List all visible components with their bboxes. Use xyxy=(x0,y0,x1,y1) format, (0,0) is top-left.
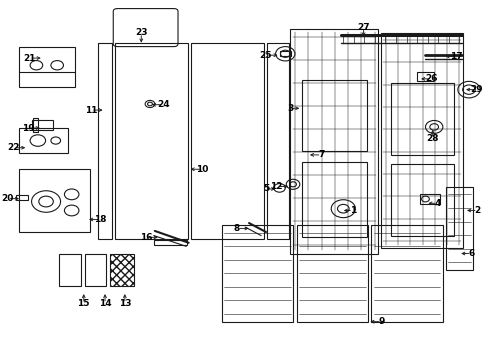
Bar xyxy=(302,162,366,237)
Bar xyxy=(416,72,433,81)
Text: 19: 19 xyxy=(22,123,35,132)
Text: 29: 29 xyxy=(469,85,482,94)
Bar xyxy=(33,118,38,132)
Text: 15: 15 xyxy=(78,299,90,308)
Text: 9: 9 xyxy=(378,317,385,326)
Text: 2: 2 xyxy=(473,206,480,215)
Text: 1: 1 xyxy=(349,206,355,215)
Text: 21: 21 xyxy=(23,54,35,63)
Text: 20: 20 xyxy=(1,194,14,203)
Text: 13: 13 xyxy=(119,299,131,308)
Bar xyxy=(302,80,366,151)
Bar xyxy=(390,83,452,155)
Text: 10: 10 xyxy=(196,165,208,174)
Text: 3: 3 xyxy=(286,104,293,113)
Bar xyxy=(390,164,452,235)
Text: 14: 14 xyxy=(99,299,111,308)
Text: 27: 27 xyxy=(357,23,369,32)
Bar xyxy=(110,253,133,286)
Text: 12: 12 xyxy=(270,182,282,191)
Text: 6: 6 xyxy=(468,249,473,258)
Text: 11: 11 xyxy=(84,105,97,114)
Text: 16: 16 xyxy=(140,233,152,242)
Bar xyxy=(419,194,439,204)
Text: 26: 26 xyxy=(424,75,437,84)
Text: 22: 22 xyxy=(7,143,20,152)
Text: 25: 25 xyxy=(259,51,272,60)
Bar xyxy=(16,195,28,200)
Bar xyxy=(280,51,290,56)
Bar xyxy=(32,120,53,130)
Text: 23: 23 xyxy=(135,28,147,37)
Text: 8: 8 xyxy=(233,224,240,233)
Bar xyxy=(154,240,186,245)
Text: 24: 24 xyxy=(157,100,169,109)
Text: 28: 28 xyxy=(426,134,438,143)
Text: 18: 18 xyxy=(94,215,107,224)
Text: 17: 17 xyxy=(448,52,461,61)
Text: 5: 5 xyxy=(263,184,268,193)
Text: 4: 4 xyxy=(433,199,440,208)
Text: 7: 7 xyxy=(318,150,324,159)
